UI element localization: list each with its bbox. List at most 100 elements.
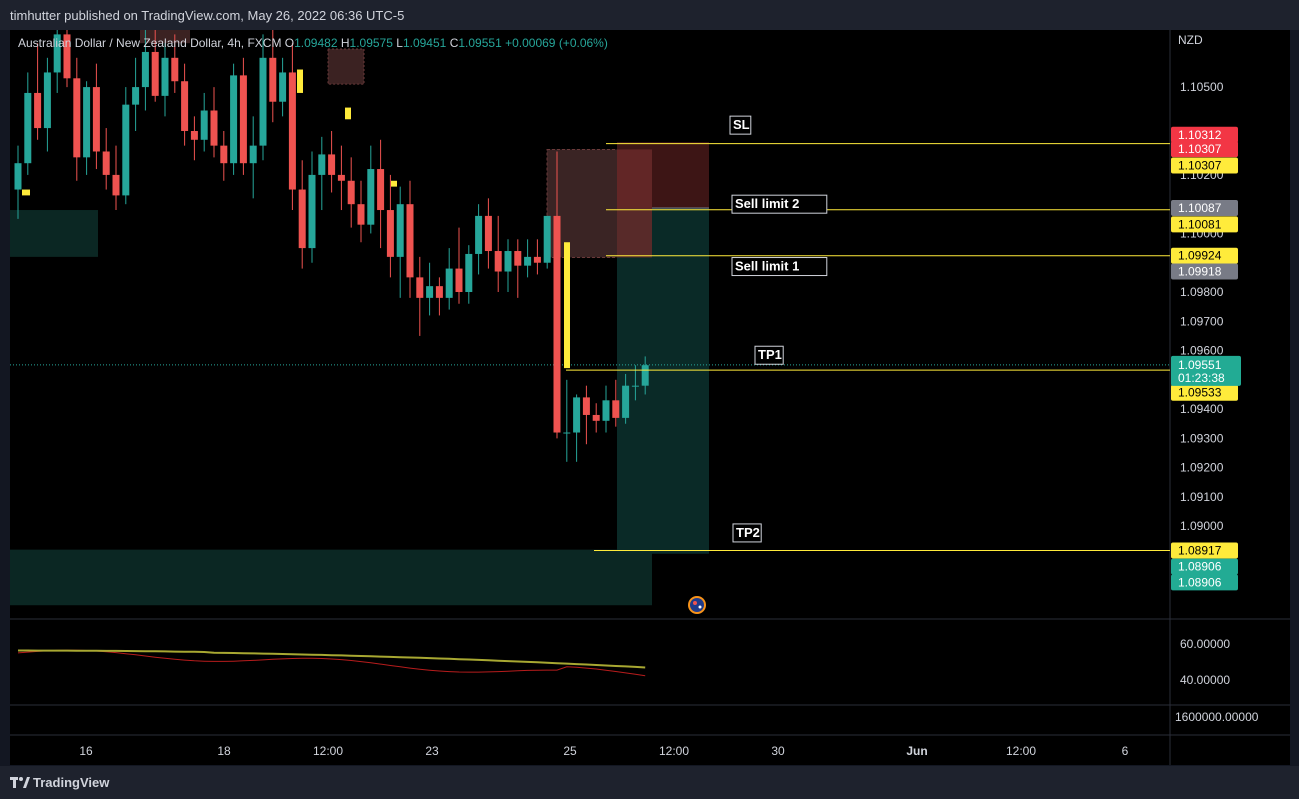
price-label-bg [1171, 574, 1238, 591]
price-axis-currency: NZD [1178, 33, 1203, 47]
time-axis-label: 6 [1122, 744, 1129, 758]
candle [504, 251, 512, 272]
level-label-box [732, 523, 762, 543]
candle [43, 72, 51, 129]
demand-zone-left [10, 210, 98, 257]
candle [220, 145, 228, 164]
candle [533, 256, 541, 263]
candle [602, 400, 610, 421]
price-label: 1.09924 [1171, 247, 1238, 264]
candle [445, 268, 453, 298]
candle [475, 215, 483, 254]
candle [367, 169, 375, 225]
candle [524, 256, 532, 266]
supply-zone-top-left [140, 30, 190, 44]
price-label-bg [1171, 263, 1238, 280]
candle [24, 92, 32, 164]
time-axis-label: Jun [906, 744, 927, 758]
tradingview-brand[interactable]: TradingView [33, 775, 110, 790]
legend-text: Australian Dollar / New Zealand Dollar, … [18, 36, 608, 50]
candle [386, 210, 394, 257]
australia-flag-icon [688, 596, 706, 614]
price-label: 1.09533 [1171, 384, 1238, 401]
tradingview-logo-icon[interactable] [10, 775, 30, 789]
candle [465, 253, 473, 293]
flag-mark [693, 601, 697, 605]
candle [377, 169, 385, 211]
candle [122, 104, 130, 196]
candle [63, 34, 71, 79]
price-label-text: 1.10087 [1178, 201, 1222, 215]
candle [210, 110, 218, 146]
candle [151, 51, 159, 96]
level-label-box [731, 257, 828, 277]
candle [279, 72, 287, 102]
price-label-bg [1171, 247, 1238, 264]
price-label-text: 1.10081 [1178, 217, 1222, 231]
level-label-text: Sell limit 2 [735, 196, 799, 211]
highlight-mark [297, 69, 303, 93]
legend-part: 1.09482 [294, 36, 338, 50]
demand-zone-bottom [10, 549, 652, 606]
candle [259, 57, 267, 146]
candle [102, 151, 110, 175]
price-label-text: 1.08906 [1178, 575, 1222, 589]
price-label: 1.09918 [1171, 263, 1238, 280]
legend-part: Australian Dollar / New Zealand Dollar, … [18, 36, 281, 50]
flag-core [690, 598, 704, 612]
level-label-sell-limit-1: Sell limit 1 [731, 257, 828, 277]
time-axis-label: 25 [563, 744, 577, 758]
candle [543, 215, 551, 263]
price-label-bg [1171, 216, 1238, 233]
candle [308, 174, 316, 249]
candle [396, 204, 404, 257]
level-label-tp2: TP2 [732, 523, 762, 543]
candle [612, 400, 620, 418]
candle [190, 130, 198, 140]
candle [337, 174, 345, 181]
time-axis-label: 18 [217, 744, 231, 758]
top-bar: timhutter published on TradingView.com, … [0, 0, 1299, 30]
price-label: 1.08917 [1171, 542, 1238, 559]
candle [298, 189, 306, 249]
price-axis-tick: 1.09200 [1180, 461, 1224, 475]
price-axis-tick: 1.09800 [1180, 285, 1224, 299]
candlestick-chart[interactable]: SL Sell limit 2 Sell limit 1 TP1 TP2 Australi… [10, 5, 1290, 765]
price-label: 1.10307 [1171, 141, 1238, 158]
candle [406, 204, 414, 278]
time-axis-label: 12:00 [1006, 744, 1036, 758]
oscillator-tick: 60.00000 [1180, 637, 1230, 651]
candle [328, 154, 336, 175]
candle [161, 57, 169, 96]
highlight-mark [345, 107, 351, 120]
price-label-text: 1.08906 [1178, 560, 1222, 574]
candle [288, 72, 296, 190]
legend-part: H [341, 36, 350, 50]
price-label: 1.10087 [1171, 199, 1238, 216]
price-label-bg [1171, 126, 1238, 143]
candle [631, 385, 639, 387]
time-axis-label: 23 [425, 744, 439, 758]
oscillator-tick: 40.00000 [1180, 673, 1230, 687]
price-label-bg [1171, 542, 1238, 559]
price-label-text: 1.09924 [1178, 249, 1222, 263]
legend-part: 1.09575 [350, 36, 394, 50]
candle [416, 277, 424, 298]
candle [573, 397, 581, 433]
candle [553, 215, 561, 433]
chart-frame[interactable]: SL Sell limit 2 Sell limit 1 TP1 TP2 Australi… [10, 5, 1290, 765]
price-axis-tick: 1.09300 [1180, 431, 1224, 445]
candle [73, 78, 81, 158]
level-label-box [754, 345, 784, 365]
ohlc-legend: Australian Dollar / New Zealand Dollar, … [18, 36, 608, 50]
flag-star [698, 605, 702, 609]
candle [239, 75, 247, 164]
price-label-text: 1.10307 [1178, 159, 1222, 173]
price-label-bg [1171, 558, 1238, 575]
price-label-bg [1171, 384, 1238, 401]
candle [563, 432, 571, 434]
candle [592, 414, 600, 421]
price-label: 1.08906 [1171, 574, 1238, 591]
price-label: 1.10312 [1171, 126, 1238, 143]
legend-part: C [450, 36, 459, 50]
